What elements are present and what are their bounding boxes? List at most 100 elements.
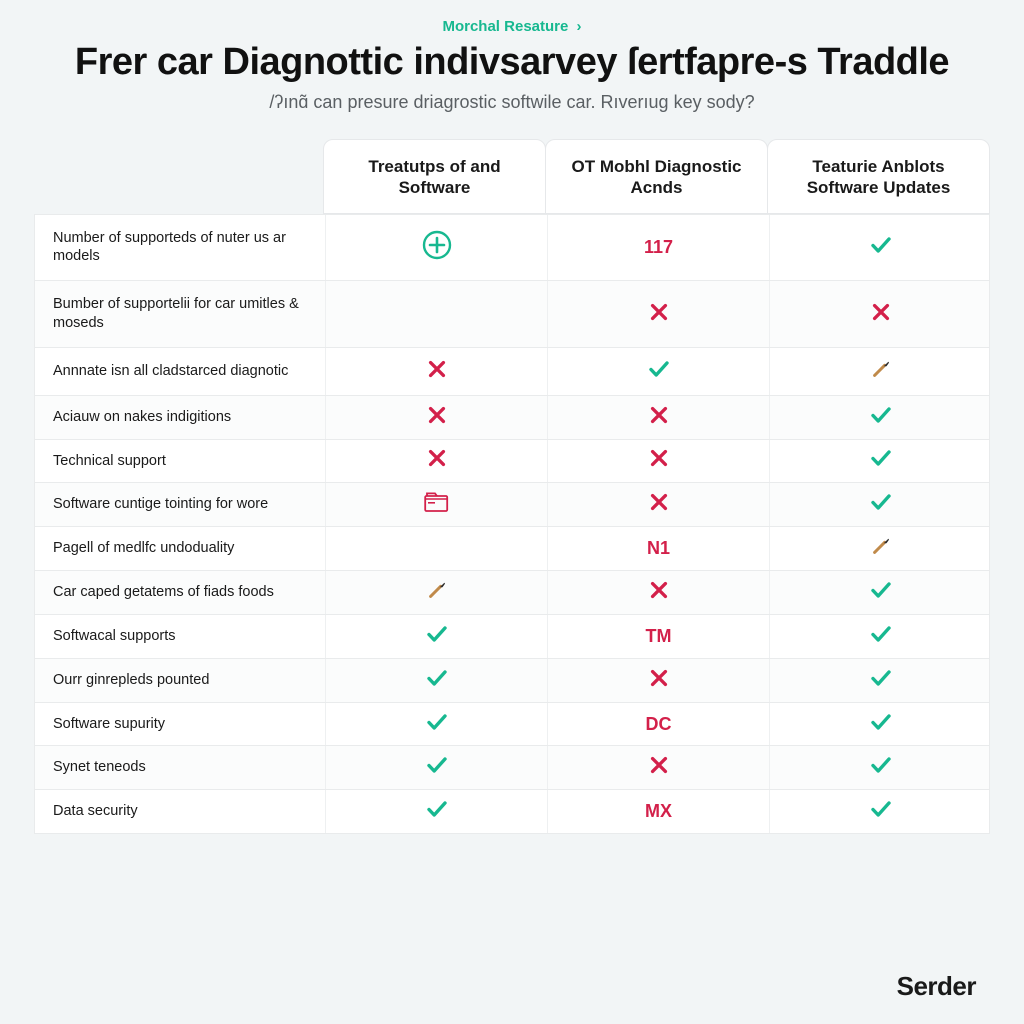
check-icon: [425, 797, 449, 826]
table-cell: [769, 659, 991, 702]
table-cell: [769, 746, 991, 789]
cross-icon: [426, 358, 448, 385]
table-row: Aciauw on nakes indigitions: [34, 396, 990, 440]
row-label: Softwacal supports: [35, 615, 325, 658]
check-icon: [869, 753, 893, 782]
table-row: Software cuntige tointing for wore: [34, 483, 990, 527]
table-cell: [325, 615, 547, 658]
table-cell: [547, 659, 769, 702]
row-label: Annnate isn all cladstarced diagnotic: [35, 348, 325, 395]
row-label: Technical support: [35, 440, 325, 483]
table-row: Ourr ginrepleds pounted: [34, 659, 990, 703]
check-icon: [869, 622, 893, 651]
table-cell: [769, 703, 991, 746]
check-icon: [425, 710, 449, 739]
table-row: Softwacal supports TM: [34, 615, 990, 659]
table-row: Technical support: [34, 440, 990, 484]
table-cell: [547, 281, 769, 347]
column-header: Teaturie Anblots Software Updates: [767, 139, 990, 214]
row-label: Software supurity: [35, 703, 325, 746]
table-cell: [325, 396, 547, 439]
breadcrumb[interactable]: Morchal Resature ›: [26, 18, 998, 35]
table-cell: [769, 396, 991, 439]
check-icon: [869, 710, 893, 739]
chevron-right-icon: ›: [577, 18, 582, 35]
table-cell: [547, 483, 769, 526]
table-cell: N1: [547, 527, 769, 570]
table-cell: [325, 483, 547, 526]
cross-icon: [648, 447, 670, 474]
table-cell: 117: [547, 215, 769, 281]
cross-icon: [648, 579, 670, 606]
row-label: Aciauw on nakes indigitions: [35, 396, 325, 439]
row-label: Pagell of medlfc undoduality: [35, 527, 325, 570]
cross-icon: [648, 301, 670, 328]
table-cell: [769, 615, 991, 658]
table-row: Software supurityDC: [34, 703, 990, 747]
table-header-row: Treatutps of and Software OT Mobhl Diagn…: [34, 139, 990, 214]
table-cell: [547, 348, 769, 395]
row-label: Bumber of supportelii for car umitles & …: [35, 281, 325, 347]
header-spacer: [34, 139, 324, 214]
brush-icon: [870, 535, 892, 562]
cross-icon: [648, 404, 670, 431]
table-cell: [325, 659, 547, 702]
table-cell: [547, 746, 769, 789]
table-cell: [325, 790, 547, 833]
cross-icon: [648, 667, 670, 694]
table-cell: [769, 571, 991, 614]
brush-icon: [426, 579, 448, 606]
column-header: OT Mobhl Diagnostic Acnds: [545, 139, 768, 214]
table-cell: [325, 571, 547, 614]
check-icon: [425, 622, 449, 651]
check-icon: [425, 666, 449, 695]
plus-circle-icon: [421, 229, 453, 266]
row-label: Ourr ginrepleds pounted: [35, 659, 325, 702]
brush-icon: [870, 358, 892, 385]
check-icon: [869, 233, 893, 262]
row-label: Number of supporteds of nuter us ar mode…: [35, 215, 325, 281]
table-cell: [547, 440, 769, 483]
cross-icon: [426, 447, 448, 474]
check-icon: [869, 490, 893, 519]
table-row: Bumber of supportelii for car umitles & …: [34, 281, 990, 348]
folder-icon: [424, 491, 450, 518]
check-icon: [869, 666, 893, 695]
comparison-table: Treatutps of and Software OT Mobhl Diagn…: [34, 139, 990, 834]
check-icon: [869, 578, 893, 607]
table-cell: [325, 281, 547, 347]
table-cell: [325, 703, 547, 746]
table-row: Annnate isn all cladstarced diagnotic: [34, 348, 990, 396]
check-icon: [869, 403, 893, 432]
table-row: Pagell of medlfc undoduality N1: [34, 527, 990, 571]
breadcrumb-label: Morchal Resature: [442, 18, 568, 35]
table-cell: [769, 440, 991, 483]
table-row: Data security MX: [34, 790, 990, 834]
check-icon: [425, 753, 449, 782]
table-cell: [547, 571, 769, 614]
cross-icon: [648, 754, 670, 781]
check-icon: [869, 797, 893, 826]
table-cell: TM: [547, 615, 769, 658]
row-label: Car caped getatems of fiads foods: [35, 571, 325, 614]
page-subtitle: /ʔınɑ̃ can presure driagrostic softwile …: [26, 92, 998, 113]
table-row: Number of supporteds of nuter us ar mode…: [34, 214, 990, 282]
footer-brand: Serder: [897, 971, 976, 1002]
cross-icon: [426, 404, 448, 431]
cross-icon: [648, 491, 670, 518]
table-row: Synet teneods: [34, 746, 990, 790]
page-title: Frer car Diagnottic indivsarvey ſertfapr…: [26, 41, 998, 84]
table-cell: [325, 440, 547, 483]
cross-icon: [870, 301, 892, 328]
table-cell: [325, 348, 547, 395]
table-cell: [769, 215, 991, 281]
table-cell: [325, 527, 547, 570]
column-header: Treatutps of and Software: [323, 139, 546, 214]
row-label: Software cuntige tointing for wore: [35, 483, 325, 526]
table-cell: [325, 746, 547, 789]
table-cell: MX: [547, 790, 769, 833]
row-label: Data security: [35, 790, 325, 833]
check-icon: [647, 357, 671, 386]
row-label: Synet teneods: [35, 746, 325, 789]
table-cell: [769, 527, 991, 570]
